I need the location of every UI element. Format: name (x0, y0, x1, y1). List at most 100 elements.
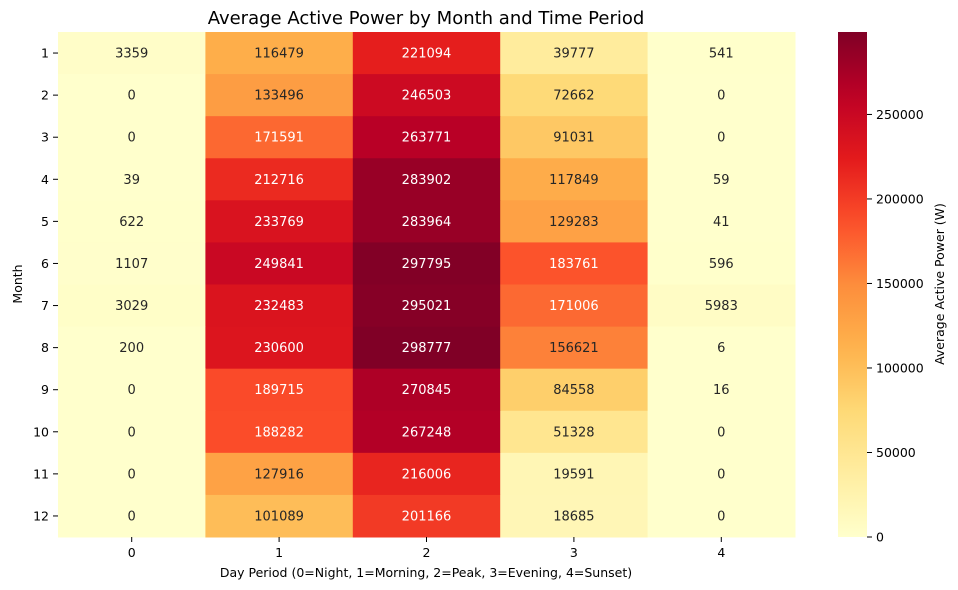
cell-value-label: 0 (717, 131, 725, 146)
heatmap-cell (352, 452, 501, 496)
cell-value-label: 0 (128, 131, 136, 146)
heatmap-cell (647, 116, 796, 159)
cell-value-label: 283964 (402, 215, 452, 230)
heatmap-cell (205, 74, 354, 117)
heatmap-cell (352, 158, 501, 201)
y-tick-label: 12 (33, 508, 49, 523)
cell-value-label: 201166 (402, 509, 452, 524)
heatmap-cell (647, 494, 796, 538)
heatmap-cell (58, 200, 206, 243)
heatmap-cell (58, 74, 206, 117)
y-tick-label: 2 (41, 88, 49, 103)
heatmap-cell (205, 158, 354, 201)
cell-value-label: 263771 (402, 131, 452, 146)
cell-value-label: 5983 (705, 299, 738, 314)
heatmap-cell (647, 158, 796, 201)
y-tick-label: 6 (41, 256, 49, 271)
cell-value-label: 541 (709, 47, 734, 62)
y-tick-label: 8 (41, 340, 49, 355)
heatmap-cell (647, 410, 796, 454)
y-tick-label: 1 (41, 46, 49, 61)
cell-value-label: 233769 (254, 215, 304, 230)
cell-value-label: 19591 (553, 467, 594, 482)
cell-value-label: 91031 (553, 131, 594, 146)
cell-value-label: 171591 (254, 131, 304, 146)
colorbar-tick-label: 100000 (876, 360, 924, 375)
heatmap-cell (500, 326, 649, 370)
heatmap-cell (205, 284, 354, 328)
x-tick-label: 3 (570, 545, 578, 560)
cell-value-label: 84558 (553, 383, 594, 398)
heatmap-cell (58, 284, 206, 328)
y-tick-label: 3 (41, 130, 49, 145)
heatmap-cell (58, 368, 206, 412)
colorbar-tick-label: 150000 (876, 276, 924, 291)
heatmap-cell (205, 242, 354, 285)
cell-value-label: 622 (119, 215, 144, 230)
cell-value-label: 0 (717, 467, 725, 482)
heatmap-cell (500, 410, 649, 454)
x-tick-label: 1 (275, 545, 283, 560)
cell-value-label: 101089 (254, 509, 304, 524)
cell-value-label: 0 (128, 509, 136, 524)
heatmap-cell (352, 200, 501, 243)
x-tick-label: 0 (128, 545, 136, 560)
heatmap-cell (352, 326, 501, 370)
y-axis-label: Month (10, 264, 25, 303)
colorbar-ticks: 0 50000 100000 150000 200000 250000 (867, 107, 924, 545)
heatmap-cell (647, 284, 796, 328)
cell-value-label: 216006 (402, 467, 452, 482)
cell-value-label: 249841 (254, 257, 304, 272)
x-tick-label: 4 (717, 545, 725, 560)
cell-value-label: 0 (128, 89, 136, 104)
y-tick-label: 11 (33, 466, 49, 481)
heatmap-cell (205, 452, 354, 496)
colorbar (838, 32, 867, 537)
heatmap-cell (647, 32, 796, 75)
y-tick-label: 7 (41, 298, 49, 313)
cell-value-label: 133496 (254, 89, 304, 104)
cell-value-label: 230600 (254, 341, 304, 356)
heatmap-cell (58, 326, 206, 370)
y-tick-label: 9 (41, 382, 49, 397)
heatmap-cell (647, 74, 796, 117)
heatmap-cell (352, 74, 501, 117)
cell-value-label: 1107 (115, 257, 148, 272)
heatmap-cell (352, 284, 501, 328)
chart-title: Average Active Power by Month and Time P… (208, 8, 645, 29)
cell-value-label: 188282 (254, 425, 304, 440)
cell-value-label: 6 (717, 341, 725, 356)
cell-value-label: 72662 (553, 89, 594, 104)
colorbar-tick-label: 250000 (876, 107, 924, 122)
y-tick-label: 10 (33, 424, 49, 439)
colorbar-tick-label: 50000 (876, 445, 916, 460)
cell-value-label: 127916 (254, 467, 304, 482)
cell-value-label: 596 (709, 257, 734, 272)
cell-value-label: 41 (713, 215, 730, 230)
heatmap-cell (500, 368, 649, 412)
heatmap-cell (500, 200, 649, 243)
cell-value-label: 117849 (549, 173, 599, 188)
cell-value-label: 298777 (402, 341, 452, 356)
cell-value-label: 221094 (402, 47, 452, 62)
heatmap-cell (58, 32, 206, 75)
heatmap-cell (500, 32, 649, 75)
cell-value-label: 267248 (402, 425, 452, 440)
cell-value-label: 129283 (549, 215, 599, 230)
cell-value-label: 283902 (402, 173, 452, 188)
heatmap-cell (500, 116, 649, 159)
heatmap-cell (352, 410, 501, 454)
cell-value-label: 0 (128, 383, 136, 398)
heatmap-cells (58, 32, 796, 538)
cell-value-label: 270845 (402, 383, 452, 398)
y-tick-label: 5 (41, 214, 49, 229)
heatmap-cell (205, 326, 354, 370)
cell-value-label: 171006 (549, 299, 599, 314)
cell-value-label: 200 (119, 341, 144, 356)
cell-value-label: 0 (717, 89, 725, 104)
cell-value-label: 18685 (553, 509, 594, 524)
heatmap-cell (58, 410, 206, 454)
cell-value-label: 0 (128, 425, 136, 440)
